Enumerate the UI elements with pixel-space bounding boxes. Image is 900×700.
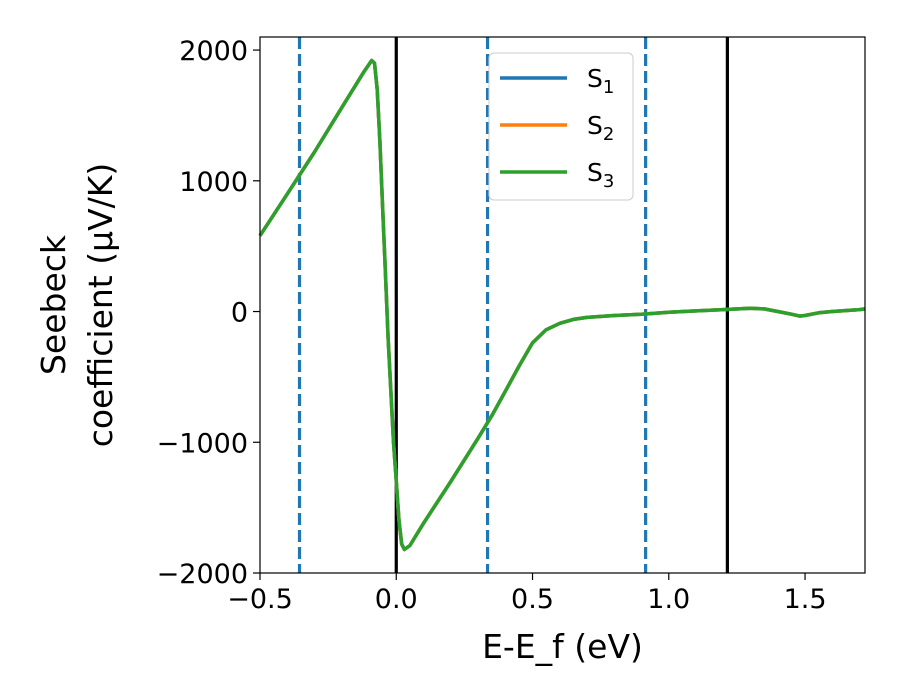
x-tick-label: 1.5 bbox=[784, 584, 827, 615]
plot-frame bbox=[259, 36, 866, 574]
series-line-3 bbox=[258, 58, 866, 552]
y-tick-label: 2000 bbox=[179, 36, 248, 67]
y-tick-label: 1000 bbox=[179, 167, 248, 198]
y-axis-label: Seebeck coefficient (μV/K) bbox=[34, 163, 120, 448]
x-tick-label: 0.5 bbox=[511, 584, 554, 615]
x-axis-label: E-E_f (eV) bbox=[482, 627, 643, 666]
x-tick-label: −0.5 bbox=[227, 584, 293, 615]
y-tick-label: 0 bbox=[231, 298, 248, 329]
y-axis-label-line-2: coefficient (μV/K) bbox=[81, 163, 120, 448]
reference-lines bbox=[297, 37, 729, 573]
y-axis: −2000 −1000 0 1000 2000 bbox=[157, 36, 260, 590]
x-tick-label: 0.0 bbox=[375, 584, 418, 615]
series-lines bbox=[258, 58, 866, 552]
y-axis-label-line-1: Seebeck bbox=[34, 234, 73, 375]
legend-label-2: S2 bbox=[587, 111, 614, 145]
y-tick-label: −2000 bbox=[157, 559, 248, 590]
x-tick-label: 1.0 bbox=[647, 584, 690, 615]
y-tick-label: −1000 bbox=[157, 428, 248, 459]
x-axis: −0.5 0.0 0.5 1.0 1.5 bbox=[227, 573, 827, 615]
